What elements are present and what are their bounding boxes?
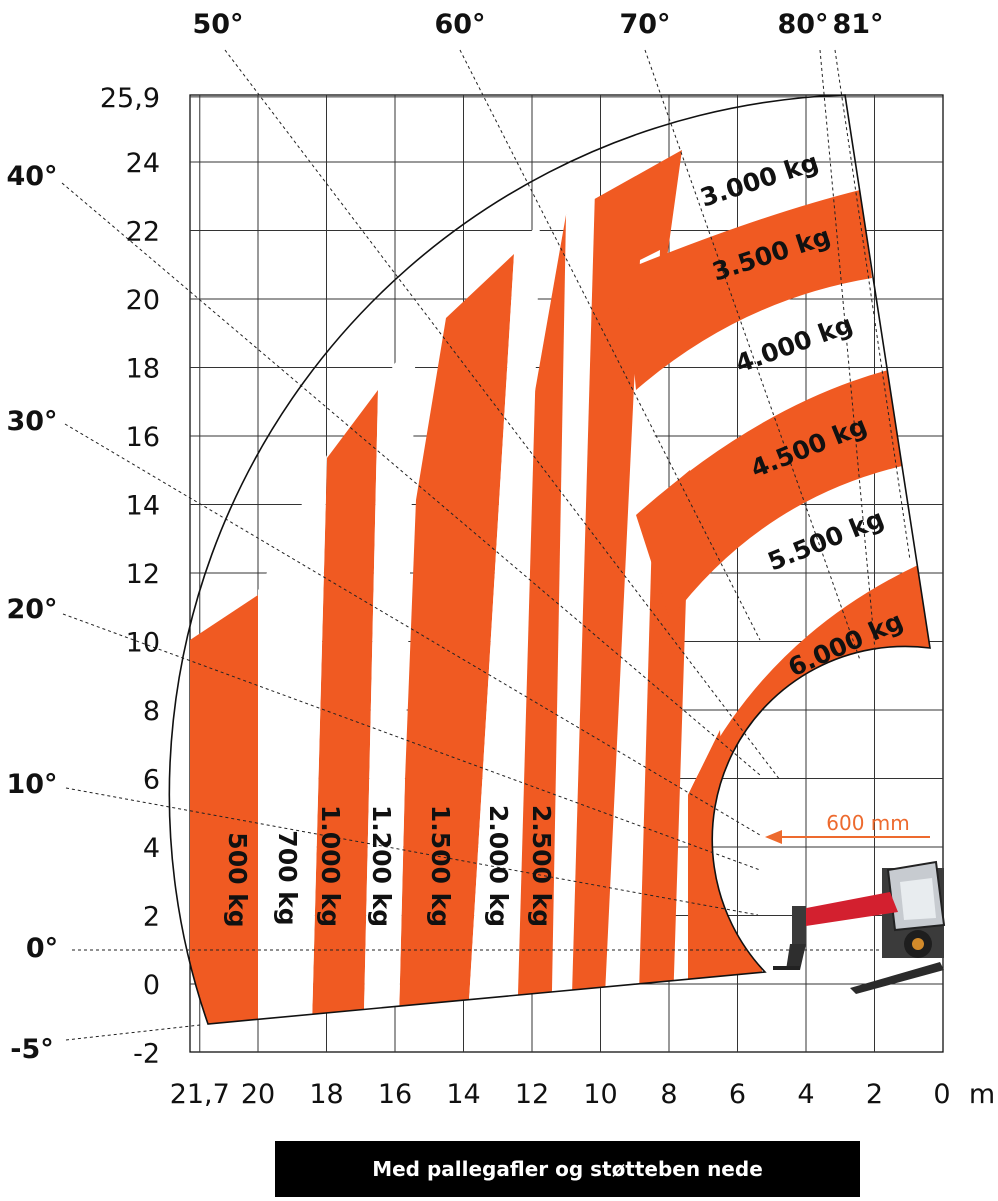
offset-annotation-label: 600 mm xyxy=(826,811,910,835)
x-tick-label: 10 xyxy=(583,1079,617,1110)
x-tick-label: 4 xyxy=(797,1079,814,1110)
x-tick-label: 2 xyxy=(866,1079,883,1110)
angle-label: 20° xyxy=(6,594,57,625)
load-zones xyxy=(190,150,931,1024)
angle-label: 81° xyxy=(832,9,883,40)
x-tick-label: 21,7 xyxy=(170,1079,230,1110)
load-zone-label: 1.000 kg xyxy=(316,805,345,927)
x-axis-unit: m xyxy=(969,1079,995,1110)
y-tick-label: 24 xyxy=(126,148,160,179)
y-tick-label: 8 xyxy=(143,696,160,727)
load-zone-gap xyxy=(362,330,416,1024)
x-tick-label: 12 xyxy=(515,1079,549,1110)
load-zone-label: 3.000 kg xyxy=(697,147,822,212)
angle-label: -5° xyxy=(10,1034,54,1065)
angle-label: 40° xyxy=(6,161,57,192)
x-tick-label: 20 xyxy=(241,1079,275,1110)
load-zone-label: 500 kg xyxy=(223,832,252,927)
boom-angle-lines: 50° 60° 70° 80° 81° 40° 30° 20° 10° 0° -5° xyxy=(6,9,943,1065)
footer-text: Med pallegafler og støtteben nede xyxy=(372,1157,763,1181)
y-tick-label: 10 xyxy=(126,628,160,659)
x-tick-label: 6 xyxy=(729,1079,746,1110)
angle-label: 30° xyxy=(6,406,57,437)
angle-line xyxy=(62,613,761,871)
load-zone-gap xyxy=(550,190,595,1024)
angle-line xyxy=(224,49,781,781)
angle-line xyxy=(819,49,876,651)
y-tick-label: 18 xyxy=(126,354,160,385)
load-zone-strip xyxy=(636,470,690,1024)
load-zone-band xyxy=(636,370,902,620)
load-zone-label: 1.500 kg xyxy=(426,805,455,927)
x-tick-label: 16 xyxy=(378,1079,412,1110)
x-tick-label: 18 xyxy=(309,1079,343,1110)
load-zone-label: 4.000 kg xyxy=(732,309,857,378)
load-zone-label: 2.000 kg xyxy=(484,805,513,927)
load-zone-strip xyxy=(569,280,636,1024)
y-tick-label: 0 xyxy=(143,970,160,1001)
load-zone-gap xyxy=(600,250,660,1024)
load-zone-gap xyxy=(258,455,327,1024)
load-zone-label: 2.500 kg xyxy=(527,805,556,927)
footer-caption: Med pallegafler og støtteben nede xyxy=(275,1141,860,1197)
load-zone-gap xyxy=(463,220,540,1024)
angle-label: 70° xyxy=(619,9,670,40)
y-tick-label: 2 xyxy=(143,902,160,933)
load-zone-strip xyxy=(190,595,258,1024)
load-zone-label: 700 kg xyxy=(273,830,302,925)
telehandler-illustration xyxy=(773,860,946,994)
y-tick-label: 20 xyxy=(126,285,160,316)
y-tick-label: 16 xyxy=(126,422,160,453)
angle-line xyxy=(65,1024,201,1041)
y-tick-label: 6 xyxy=(143,765,160,796)
y-tick-label: 14 xyxy=(126,491,160,522)
offset-annotation: 600 mm xyxy=(765,811,930,844)
y-tick-label: 12 xyxy=(126,559,160,590)
reach-envelope xyxy=(168,94,931,1025)
angle-line xyxy=(834,49,911,561)
angle-label: 60° xyxy=(434,9,485,40)
angle-line xyxy=(64,423,761,836)
load-zone-band xyxy=(625,190,872,390)
angle-label: 50° xyxy=(192,9,243,40)
angle-label: 0° xyxy=(26,933,58,964)
x-tick-label: 0 xyxy=(933,1079,950,1110)
y-tick-label: 4 xyxy=(143,833,160,864)
load-zone-strip xyxy=(310,390,378,1024)
load-zone-band xyxy=(688,565,930,1024)
angle-label: 10° xyxy=(6,769,57,800)
load-zone-strip xyxy=(397,254,514,1024)
y-tick-label: 25,9 xyxy=(100,83,160,114)
load-zone-label: 1.200 kg xyxy=(367,805,396,927)
y-tick-label: -2 xyxy=(133,1039,160,1070)
x-tick-label: 14 xyxy=(446,1079,480,1110)
x-tick-label: 8 xyxy=(660,1079,677,1110)
y-tick-label: 22 xyxy=(126,217,160,248)
angle-line xyxy=(61,182,761,776)
angle-line xyxy=(459,49,761,641)
angle-label: 80° xyxy=(777,9,828,40)
